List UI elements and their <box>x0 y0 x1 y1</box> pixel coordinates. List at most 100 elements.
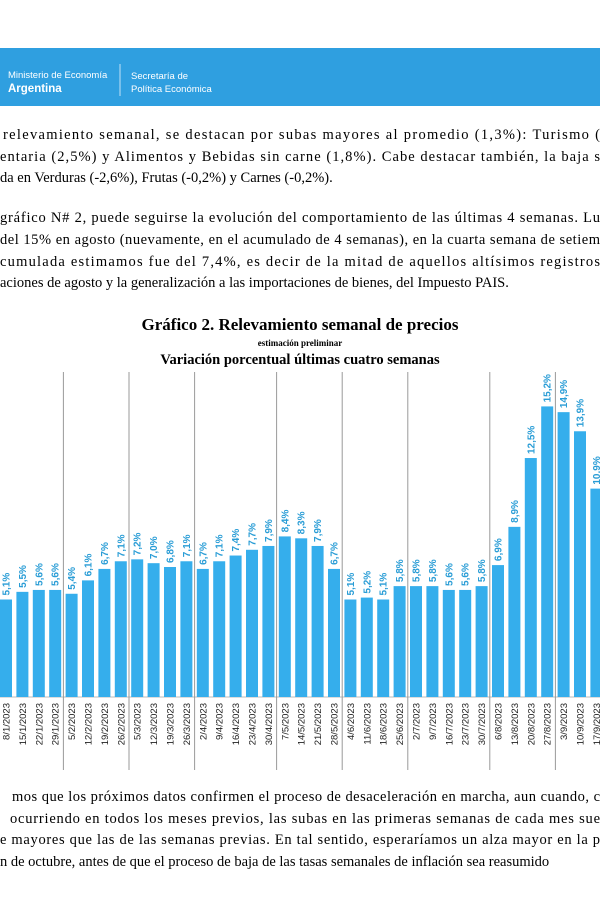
x-tick-label: 8/1/2023 <box>2 703 13 740</box>
value-label: 15,2% <box>543 374 554 402</box>
value-label: 8,9% <box>510 500 521 523</box>
value-label: 5,6% <box>444 563 455 586</box>
bar <box>180 561 193 697</box>
bar <box>196 568 209 697</box>
bar <box>590 488 600 697</box>
value-label: 7,9% <box>313 519 324 542</box>
paragraph-line: ocurriendo en todos los meses previos, l… <box>10 811 600 827</box>
value-label: 8,4% <box>280 510 291 533</box>
paragraph-line: mos que los próximos datos confirmen el … <box>12 789 600 805</box>
x-tick-label: 26/2/2023 <box>116 703 127 745</box>
bar <box>278 536 291 697</box>
x-tick-label: 6/8/2023 <box>494 703 505 740</box>
paragraph-line: del 15% en agosto (nuevamente, en el acu… <box>0 232 600 248</box>
bar <box>442 589 455 697</box>
x-tick-label: 4/6/2023 <box>346 703 357 740</box>
bar <box>164 567 176 697</box>
paragraph-line: e mayores que las de las semanas previas… <box>0 832 600 848</box>
x-tick-label: 14/5/2023 <box>297 703 308 745</box>
bar <box>475 586 488 697</box>
value-label: 6,7% <box>330 542 341 565</box>
header-band <box>0 48 600 106</box>
chart-title: Gráfico 2. Relevamiento semanal de preci… <box>142 315 459 334</box>
x-tick-label: 9/7/2023 <box>428 703 439 740</box>
paragraph-line: aciones de agosto y la generalización a … <box>0 275 509 291</box>
x-tick-label: 30/4/2023 <box>264 703 275 745</box>
value-label: 13,9% <box>576 399 587 427</box>
value-label: 5,2% <box>362 571 373 594</box>
x-tick-label: 30/7/2023 <box>477 703 488 745</box>
bar <box>98 568 111 697</box>
bar <box>65 593 78 697</box>
bar <box>32 589 45 697</box>
value-label: 5,8% <box>412 559 423 582</box>
bar <box>114 561 127 697</box>
bar <box>360 597 373 697</box>
paragraph-line: gráfico N# 2, puede seguirse la evolució… <box>0 210 600 226</box>
x-tick-label: 25/6/2023 <box>395 703 406 745</box>
x-tick-label: 2/7/2023 <box>412 703 423 740</box>
x-tick-label: 15/1/2023 <box>18 703 29 745</box>
value-label: 6,9% <box>494 538 505 561</box>
value-label: 5,1% <box>346 573 357 596</box>
x-tick-label: 11/6/2023 <box>362 703 373 745</box>
value-label: 6,8% <box>166 540 177 563</box>
bar <box>410 586 422 697</box>
org-country: Argentina <box>8 83 62 95</box>
x-tick-label: 12/3/2023 <box>149 703 160 745</box>
x-tick-label: 3/9/2023 <box>559 703 570 740</box>
value-label: 5,5% <box>18 565 29 588</box>
bar <box>557 412 570 697</box>
value-label: 5,1% <box>2 573 13 596</box>
x-tick-label: 19/2/2023 <box>100 703 111 745</box>
value-label: 7,1% <box>116 534 127 557</box>
bar <box>508 526 521 697</box>
paragraph-line: da en Verduras (-2,6%), Frutas (-0,2%) y… <box>0 170 333 186</box>
bar <box>344 599 357 697</box>
bar <box>524 458 537 697</box>
bar <box>541 406 554 697</box>
x-tick-label: 7/5/2023 <box>280 703 291 740</box>
value-label: 5,6% <box>51 563 62 586</box>
paragraph-line: n de octubre, antes de que el proceso de… <box>0 854 549 870</box>
bar <box>574 431 586 697</box>
bar <box>246 549 258 697</box>
value-label: 5,6% <box>461 563 472 586</box>
bar <box>295 538 308 697</box>
chart-subtitle: Variación porcentual últimas cuatro sema… <box>160 352 440 368</box>
x-tick-label: 28/5/2023 <box>330 703 341 745</box>
x-tick-label: 19/3/2023 <box>166 703 177 745</box>
bar <box>311 545 324 697</box>
x-tick-label: 13/8/2023 <box>510 703 521 745</box>
value-label: 8,3% <box>297 511 308 534</box>
unit-name: Política Económica <box>131 84 213 95</box>
value-label: 7,1% <box>215 534 226 557</box>
bar <box>426 586 439 697</box>
x-tick-label: 5/3/2023 <box>133 703 144 740</box>
x-tick-label: 18/6/2023 <box>379 703 390 745</box>
value-label: 7,2% <box>133 532 144 555</box>
bar <box>459 589 472 697</box>
bar <box>492 565 504 697</box>
paragraph-line: entaria (2,5%) y Alimentos y Bebidas sin… <box>0 149 600 165</box>
value-label: 7,1% <box>182 534 193 557</box>
bar <box>213 561 226 697</box>
value-label: 5,8% <box>395 559 406 582</box>
value-label: 6,7% <box>100 542 111 565</box>
value-label: 6,1% <box>84 553 95 576</box>
value-label: 5,1% <box>379 573 390 596</box>
bar <box>262 545 275 697</box>
bar <box>328 568 340 697</box>
unit-name: Secretaría de <box>131 71 188 82</box>
bar <box>49 589 62 697</box>
x-tick-label: 23/7/2023 <box>461 703 472 745</box>
x-tick-label: 29/1/2023 <box>51 703 62 745</box>
value-label: 7,9% <box>264 519 275 542</box>
x-tick-label: 10/9/2023 <box>576 703 587 745</box>
value-label: 12,5% <box>526 426 537 454</box>
value-label: 5,8% <box>477 559 488 582</box>
x-tick-label: 22/1/2023 <box>34 703 45 745</box>
bar <box>16 591 29 697</box>
x-tick-label: 16/4/2023 <box>231 703 242 745</box>
